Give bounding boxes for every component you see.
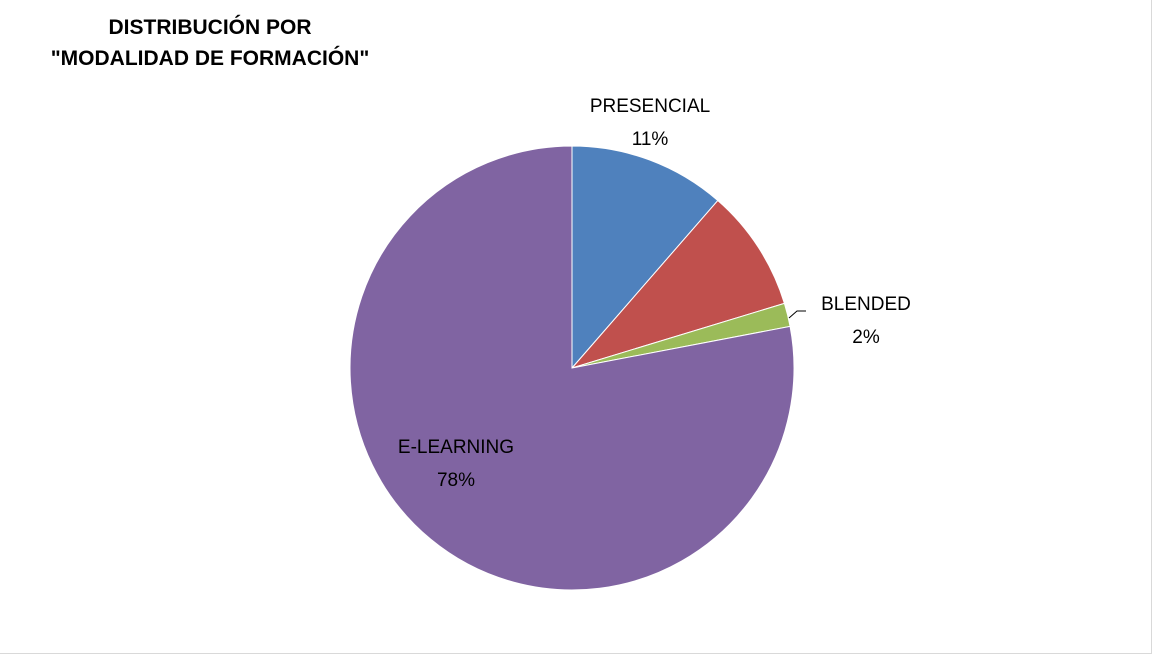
chart-title-line-1: DISTRIBUCIÓN POR xyxy=(108,16,312,39)
slice-percent-blended: 2% xyxy=(852,327,880,348)
pie-slice-unlabeled-1 xyxy=(570,199,786,369)
chart-title: DISTRIBUCIÓN POR "MODALIDAD DE FORMACIÓN… xyxy=(20,12,400,74)
leader-line-blended xyxy=(788,310,806,319)
pie-slice-presencial xyxy=(571,145,719,370)
pie-slice-e-learning xyxy=(349,145,795,591)
slice-label-e-learning: E-LEARNING xyxy=(398,437,514,458)
slice-percent-presencial: 11% xyxy=(632,129,669,150)
chart-title-line-2: "MODALIDAD DE FORMACIÓN" xyxy=(50,47,370,70)
slice-label-presencial: PRESENCIAL xyxy=(590,96,710,117)
slice-label-blended: BLENDED xyxy=(821,294,911,315)
slice-percent-e-learning: 78% xyxy=(437,470,475,491)
